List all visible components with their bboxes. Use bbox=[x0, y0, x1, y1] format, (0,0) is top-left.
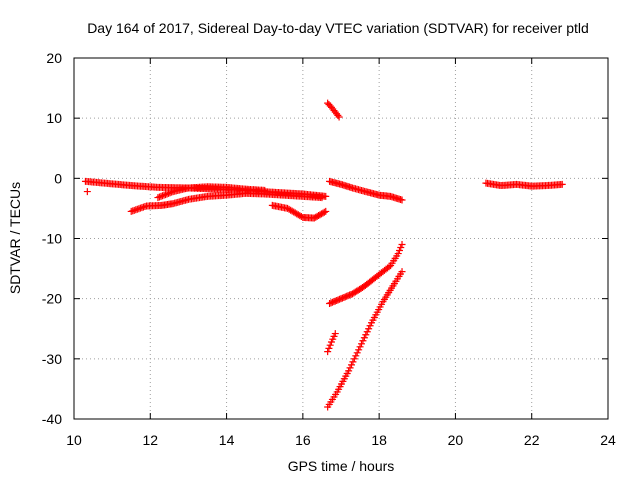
data-point-arc-h bbox=[325, 344, 333, 352]
data-point-arc-g bbox=[398, 241, 406, 249]
data-point-arc-e bbox=[334, 111, 342, 119]
data-point-arc-a-start bbox=[83, 188, 91, 196]
data-point-arc-i bbox=[356, 343, 364, 351]
data-point-arc-i bbox=[353, 349, 361, 357]
x-tick-label: 20 bbox=[448, 432, 464, 448]
y-tick-label: 20 bbox=[46, 50, 62, 66]
data-point-arc-i bbox=[352, 352, 360, 360]
data-point-arc-i bbox=[366, 322, 374, 330]
data-point-arc-h bbox=[331, 330, 339, 338]
data-point-arc-i bbox=[360, 334, 368, 342]
data-point-arc-g bbox=[385, 263, 393, 271]
x-tick-label: 24 bbox=[600, 432, 616, 448]
data-point-arc-h bbox=[324, 348, 332, 356]
y-tick-label: 0 bbox=[54, 170, 62, 186]
x-tick-label: 22 bbox=[524, 432, 540, 448]
data-point-arc-c bbox=[168, 188, 176, 196]
data-point-arc-c bbox=[165, 189, 173, 197]
x-tick-label: 10 bbox=[66, 432, 82, 448]
data-point-arc-b bbox=[318, 194, 326, 202]
data-point-arc-c bbox=[261, 186, 269, 194]
data-point-arc-i bbox=[398, 268, 406, 276]
data-point-arc-a bbox=[322, 192, 330, 200]
data-points bbox=[81, 99, 566, 411]
data-point-arc-d bbox=[322, 207, 330, 215]
data-point-arc-c bbox=[166, 189, 174, 197]
y-tick-label: -10 bbox=[42, 231, 62, 247]
data-point-arc-c bbox=[158, 192, 166, 200]
data-point-arc-i bbox=[365, 325, 373, 333]
data-point-arc-h bbox=[326, 341, 334, 349]
data-point-arc-j bbox=[558, 180, 566, 188]
data-point-arc-e bbox=[335, 113, 343, 121]
data-point-arc-i bbox=[347, 361, 355, 369]
data-point-arc-g bbox=[394, 250, 402, 258]
x-tick-label: 14 bbox=[219, 432, 235, 448]
y-tick-label: -40 bbox=[42, 411, 62, 427]
data-point-arc-c bbox=[155, 193, 163, 201]
x-tick-label: 18 bbox=[371, 432, 387, 448]
plot-frame bbox=[73, 57, 609, 420]
data-point-arc-c bbox=[157, 192, 165, 200]
data-point-arc-i bbox=[363, 328, 371, 336]
y-tick-label: -20 bbox=[42, 291, 62, 307]
x-tick-labels: 10 12 14 16 18 20 22 24 bbox=[66, 432, 616, 448]
data-point-arc-i bbox=[358, 340, 366, 348]
data-point-arc-c bbox=[162, 191, 170, 199]
data-point-arc-i bbox=[346, 364, 354, 372]
y-tick-label: -30 bbox=[42, 351, 62, 367]
data-point-arc-c bbox=[160, 191, 168, 199]
y-axis-label: SDTVAR / TECUs bbox=[7, 182, 23, 294]
y-tick-label: 10 bbox=[46, 110, 62, 126]
data-point-arc-d bbox=[320, 208, 328, 216]
data-point-arc-c bbox=[154, 194, 162, 202]
data-point-arc-i bbox=[349, 358, 357, 366]
data-point-arc-g bbox=[395, 247, 403, 255]
chart-title: Day 164 of 2017, Sidereal Day-to-day VTE… bbox=[87, 20, 589, 36]
data-point-arc-i bbox=[355, 346, 363, 354]
data-point-arc-f bbox=[398, 196, 406, 204]
data-point-arc-g bbox=[397, 244, 405, 252]
x-tick-label: 12 bbox=[142, 432, 158, 448]
grid-lines bbox=[74, 58, 608, 419]
x-axis-label: GPS time / hours bbox=[288, 458, 395, 474]
data-point-arc-i bbox=[362, 331, 370, 339]
data-point-arc-i bbox=[359, 337, 367, 345]
x-tick-label: 16 bbox=[295, 432, 311, 448]
data-point-arc-d bbox=[297, 213, 305, 221]
data-point-arc-c bbox=[163, 190, 171, 198]
y-tick-labels: 20 10 0 -10 -20 -30 -40 bbox=[42, 50, 62, 427]
data-point-arc-i bbox=[350, 355, 358, 363]
data-point-arc-i bbox=[345, 367, 353, 375]
